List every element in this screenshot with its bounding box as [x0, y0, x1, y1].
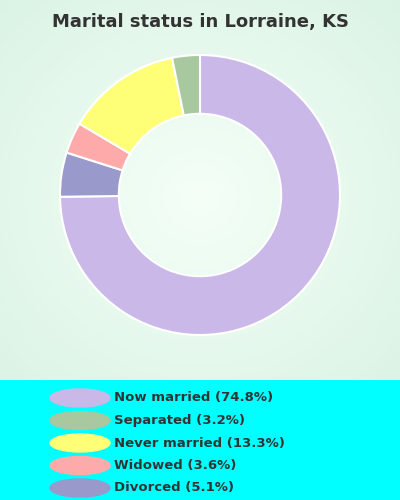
Text: Never married (13.3%): Never married (13.3%) [114, 436, 285, 450]
Circle shape [50, 479, 110, 497]
Wedge shape [172, 55, 200, 116]
Circle shape [50, 434, 110, 452]
Wedge shape [80, 58, 184, 154]
Circle shape [50, 456, 110, 474]
Text: Widowed (3.6%): Widowed (3.6%) [114, 459, 236, 472]
Circle shape [50, 389, 110, 407]
Text: Marital status in Lorraine, KS: Marital status in Lorraine, KS [52, 12, 348, 30]
Wedge shape [60, 152, 123, 197]
Text: Separated (3.2%): Separated (3.2%) [114, 414, 245, 427]
Wedge shape [60, 55, 340, 335]
Circle shape [50, 412, 110, 430]
Text: Now married (74.8%): Now married (74.8%) [114, 392, 273, 404]
Wedge shape [66, 124, 130, 170]
Text: Divorced (5.1%): Divorced (5.1%) [114, 482, 234, 494]
